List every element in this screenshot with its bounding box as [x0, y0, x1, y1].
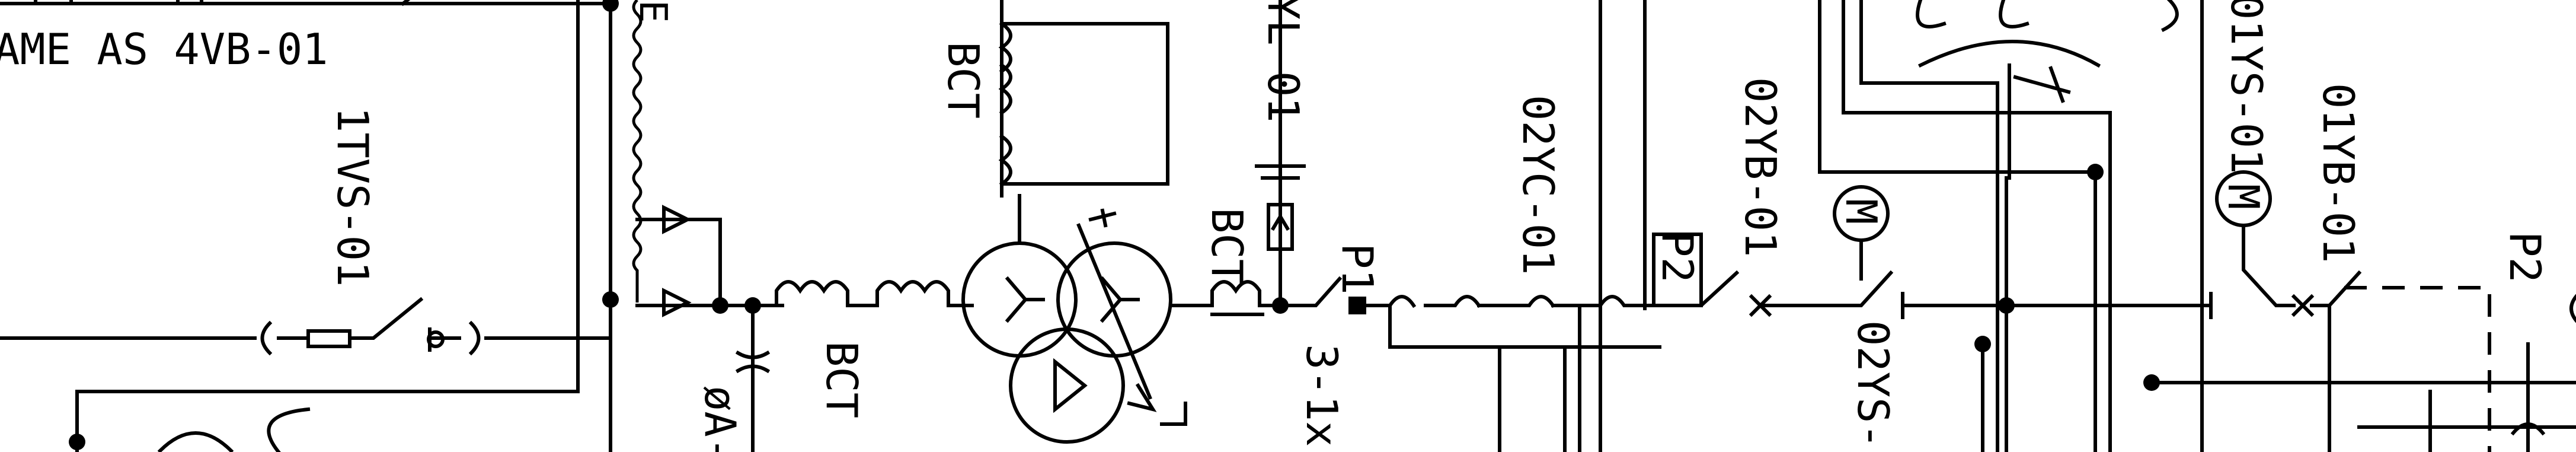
tap-arrow [2008, 63, 2071, 180]
surge-arrester-icon [662, 288, 692, 317]
yb01-label: 01YB-01 [2313, 83, 2363, 263]
bct-right-label: BCT [1202, 208, 1252, 285]
ct-coils-icon [1364, 295, 1661, 308]
coil-partial [2510, 422, 2546, 436]
junction-dot [712, 297, 728, 314]
bct-coil-icon [1210, 280, 1264, 316]
yc-label: 02YC-01 [1513, 95, 1563, 275]
same-as-label: AME AS 4VB-01 [0, 24, 328, 74]
surge-arrester-icon [662, 205, 692, 234]
junction-dot [602, 291, 619, 308]
coil-arc [1917, 40, 2101, 68]
coil-partial [2569, 294, 2576, 323]
transformer-icon [961, 194, 1172, 444]
arc-partial [267, 407, 311, 452]
tap-changer-arrow [1076, 223, 1152, 400]
bct-coil-icon [775, 280, 849, 307]
tvs-feeder [0, 297, 612, 356]
p2-loop [1652, 233, 1703, 307]
left-feeder-line [75, 0, 580, 452]
bct-top-label: BCT [938, 42, 988, 119]
capacitor-icon [1255, 164, 1306, 180]
p1-marker [1348, 297, 1366, 314]
yl-label: YL-01 [1258, 0, 1308, 123]
breaker-icon [2242, 224, 2296, 307]
ct-return [1388, 304, 1661, 349]
junction-dot [69, 434, 85, 450]
ys01-label: 01YS-01 [2222, 0, 2271, 174]
bus-segment [1901, 292, 2213, 319]
arrester-lead [635, 218, 722, 304]
dashed-link [2344, 286, 2491, 452]
capacitor-icon [735, 350, 771, 374]
tvs-label: 1TVS-01 [328, 107, 378, 287]
coil-partial [2160, 0, 2179, 33]
vertical-line [2428, 342, 2530, 452]
bct-loop [1000, 22, 1169, 186]
p2-left-label: P2 [1653, 231, 1702, 283]
junction-dot [602, 0, 619, 12]
breaker-icon [1759, 270, 1894, 307]
coil-icon [632, 0, 643, 303]
vertical-line [1842, 0, 2112, 452]
breaker-x-icon [2291, 294, 2315, 317]
fuse-icon [306, 329, 351, 348]
bct-left-label: BCT [817, 341, 867, 418]
ys02-label: 02YS- [1848, 320, 1898, 449]
vertical-line [1818, 0, 2097, 452]
breaker-icon [277, 297, 424, 340]
phase-label: øA-B [695, 386, 745, 452]
motor-symbol: M [1836, 199, 1886, 224]
bct-coil-icon [875, 280, 950, 307]
coil-label: E [631, 0, 675, 23]
coil-partial [157, 431, 234, 452]
conductor-label: 3-1x [1297, 344, 1347, 447]
breaker-icon [1658, 270, 1740, 307]
motor-symbol: M [2219, 184, 2268, 209]
vertical-line [1859, 0, 1999, 452]
plug-socket-icon [260, 320, 273, 356]
disconnect-switch-icon [1261, 276, 1343, 307]
yb02-label: 02YB-01 [1736, 77, 1785, 257]
transformer-lead [1160, 402, 1187, 426]
coil-partial [1916, 0, 2030, 28]
bct-coil-icon [998, 21, 1012, 187]
ct-drops [1498, 304, 1581, 452]
p2-right-label: P2 [2500, 231, 2550, 283]
p1-label: P1 [1332, 243, 1382, 295]
